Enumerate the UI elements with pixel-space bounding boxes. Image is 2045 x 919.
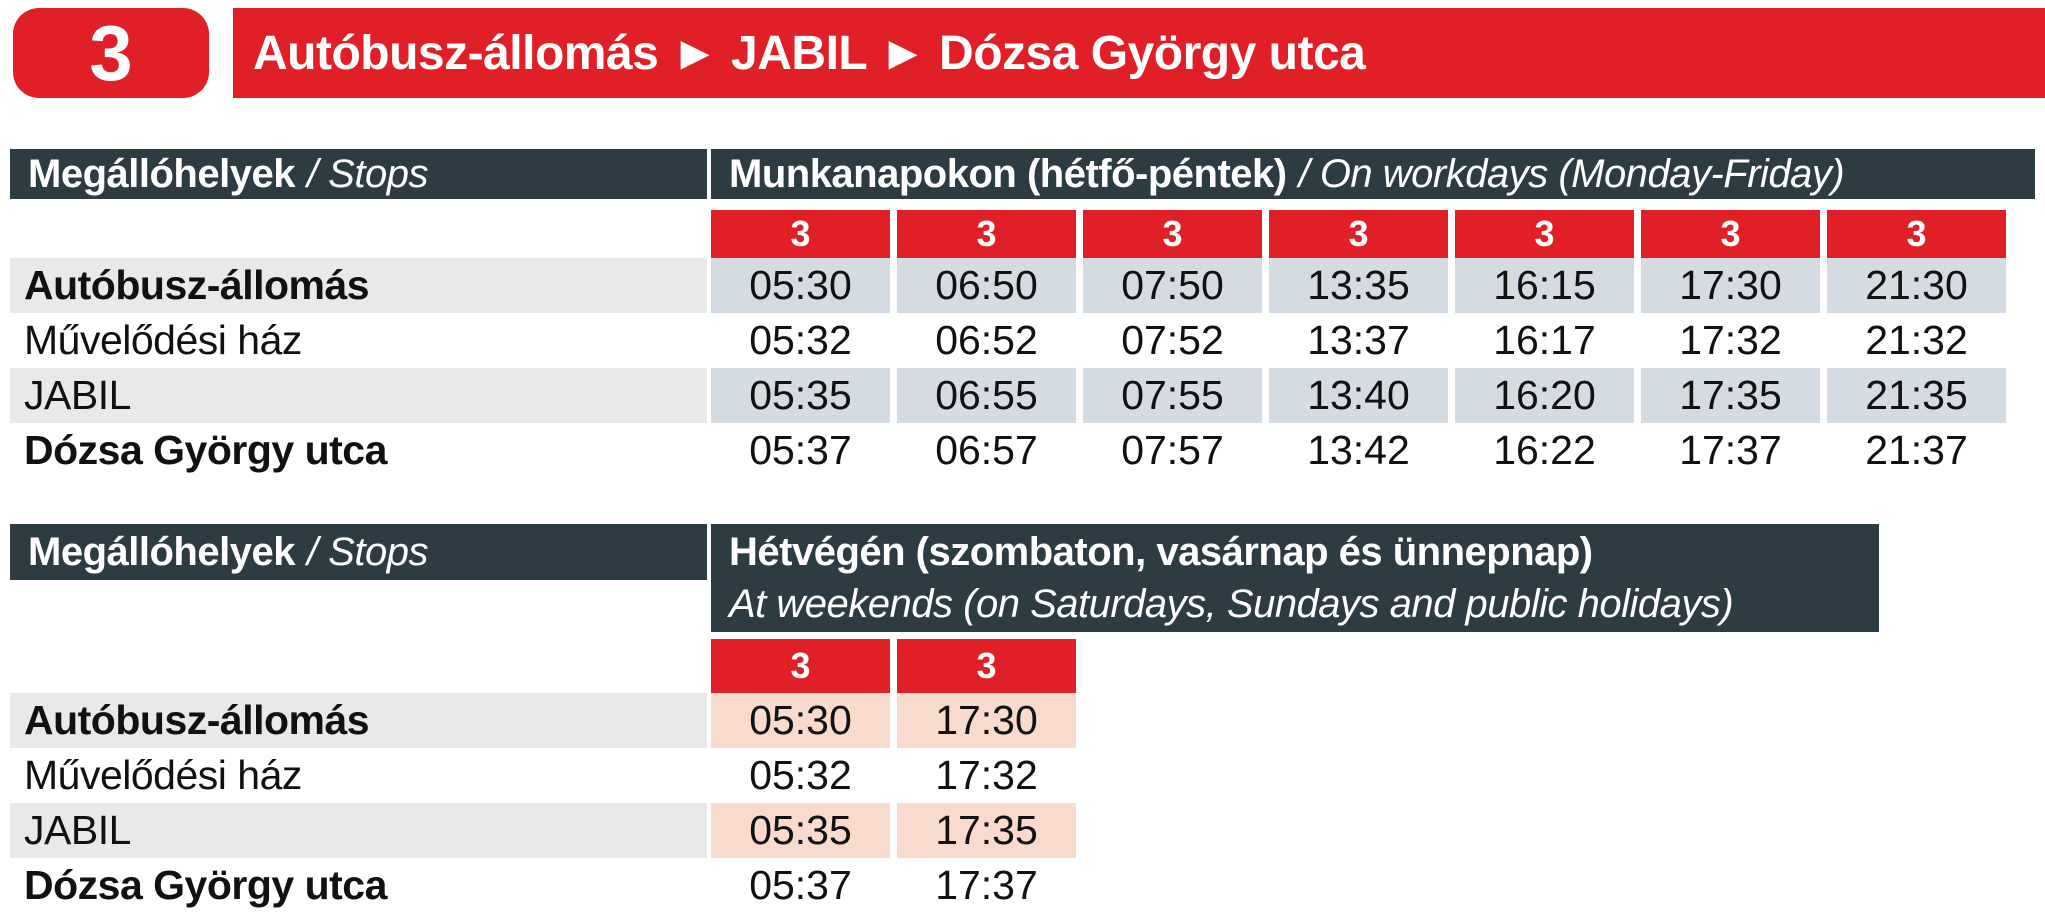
route-label-row: 3 3 3 3 3 3 3 xyxy=(10,210,2035,258)
departure-time: 16:17 xyxy=(1493,317,1596,363)
departure-time: 06:57 xyxy=(935,427,1038,473)
route-column-header: 3 xyxy=(1269,210,1448,258)
header-row: Megállóhelyek / Stops Munkanapokon (hétf… xyxy=(10,149,2035,199)
departure-time: 05:35 xyxy=(711,803,890,858)
stops-header-hu: Megállóhelyek xyxy=(28,151,295,196)
route-column-header: 3 xyxy=(711,210,890,258)
service-header-hu: Hétvégén (szombaton, vasárnap és ünnepna… xyxy=(729,530,1593,574)
route-label-row: 3 3 xyxy=(10,639,1879,693)
departure-time: 17:35 xyxy=(897,803,1076,858)
stop-name: JABIL xyxy=(10,803,707,858)
table-row: Művelődési ház 05:32 17:32 xyxy=(10,748,1879,803)
departure-time: 07:55 xyxy=(1083,368,1262,423)
route-column-header: 3 xyxy=(1083,210,1262,258)
stop-name: Művelődési ház xyxy=(24,317,302,363)
departure-time: 06:55 xyxy=(897,368,1076,423)
departure-time: 05:32 xyxy=(749,317,852,363)
departure-time: 21:37 xyxy=(1865,427,1968,473)
service-header-workdays: Munkanapokon (hétfő-péntek) / On workday… xyxy=(711,149,2035,199)
route-title: Autóbusz-állomás ► JABIL ► Dózsa György … xyxy=(253,26,1366,80)
departure-time: 05:37 xyxy=(749,862,852,908)
departure-time: 17:30 xyxy=(1641,258,1820,313)
route-number-badge: 3 xyxy=(13,8,209,98)
departure-time: 07:50 xyxy=(1083,258,1262,313)
route-column-header: 3 xyxy=(1827,210,2006,258)
departure-time: 21:30 xyxy=(1827,258,2006,313)
table-row: JABIL 05:35 17:35 xyxy=(10,803,1879,858)
departure-time: 07:57 xyxy=(1121,427,1224,473)
table-row: Művelődési ház 05:32 06:52 07:52 13:37 1… xyxy=(10,313,2035,368)
route-column-header: 3 xyxy=(1641,210,1820,258)
departure-time: 17:35 xyxy=(1641,368,1820,423)
stops-header-en: / Stops xyxy=(306,151,429,196)
departure-time: 06:52 xyxy=(935,317,1038,363)
departure-time: 17:32 xyxy=(1679,317,1782,363)
service-header-en: / On workdays (Monday-Friday) xyxy=(1298,151,1845,196)
departure-time: 05:30 xyxy=(711,693,890,748)
route-column-header: 3 xyxy=(1455,210,1634,258)
spacer xyxy=(10,210,711,258)
departure-time: 17:32 xyxy=(935,752,1038,798)
table-row: Autóbusz-állomás 05:30 06:50 07:50 13:35… xyxy=(10,258,2035,313)
departure-time: 05:32 xyxy=(749,752,852,798)
table-workdays: Megállóhelyek / Stops Munkanapokon (hétf… xyxy=(10,149,2035,478)
departure-time: 07:52 xyxy=(1121,317,1224,363)
departure-time: 05:37 xyxy=(749,427,852,473)
route-column-header: 3 xyxy=(897,639,1076,693)
table-row: Dózsa György utca 05:37 17:37 xyxy=(10,858,1879,913)
departure-time: 16:20 xyxy=(1455,368,1634,423)
stop-name: JABIL xyxy=(10,368,707,423)
stops-header-en: / Stops xyxy=(306,529,429,574)
route-banner: Autóbusz-állomás ► JABIL ► Dózsa György … xyxy=(233,8,2045,98)
departure-time: 17:37 xyxy=(935,862,1038,908)
table-row: Dózsa György utca 05:37 06:57 07:57 13:4… xyxy=(10,423,2035,478)
departure-time: 21:32 xyxy=(1865,317,1968,363)
stops-header-cell: Megállóhelyek / Stops xyxy=(10,149,707,199)
departure-time: 17:37 xyxy=(1679,427,1782,473)
spacer xyxy=(10,639,711,693)
stop-name: Autóbusz-állomás xyxy=(10,693,707,748)
header-row: Megállóhelyek / Stops Hétvégén (szombato… xyxy=(10,524,1879,632)
table-row: Autóbusz-állomás 05:30 17:30 xyxy=(10,693,1879,748)
departure-time: 05:35 xyxy=(711,368,890,423)
stop-name: Dózsa György utca xyxy=(24,862,387,908)
departure-time: 17:30 xyxy=(897,693,1076,748)
service-header-en: At weekends (on Saturdays, Sundays and p… xyxy=(729,582,1734,626)
departure-time: 16:15 xyxy=(1455,258,1634,313)
stops-header-hu: Megállóhelyek xyxy=(28,529,295,574)
route-column-header: 3 xyxy=(711,639,890,693)
departure-time: 13:42 xyxy=(1307,427,1410,473)
departure-time: 05:30 xyxy=(711,258,890,313)
departure-time: 13:40 xyxy=(1269,368,1448,423)
departure-time: 13:37 xyxy=(1307,317,1410,363)
table-weekend: Megállóhelyek / Stops Hétvégén (szombato… xyxy=(10,524,1879,913)
departure-time: 06:50 xyxy=(897,258,1076,313)
route-column-header: 3 xyxy=(897,210,1076,258)
departure-time: 21:35 xyxy=(1827,368,2006,423)
stops-header-cell: Megállóhelyek / Stops xyxy=(10,524,707,580)
table-row: JABIL 05:35 06:55 07:55 13:40 16:20 17:3… xyxy=(10,368,2035,423)
departure-time: 16:22 xyxy=(1493,427,1596,473)
service-header-hu: Munkanapokon (hétfő-péntek) xyxy=(729,151,1287,196)
stop-name: Dózsa György utca xyxy=(24,427,387,473)
stop-name: Művelődési ház xyxy=(24,752,302,798)
departure-time: 13:35 xyxy=(1269,258,1448,313)
service-header-weekend: Hétvégén (szombaton, vasárnap és ünnepna… xyxy=(711,524,1879,632)
stop-name: Autóbusz-állomás xyxy=(10,258,707,313)
